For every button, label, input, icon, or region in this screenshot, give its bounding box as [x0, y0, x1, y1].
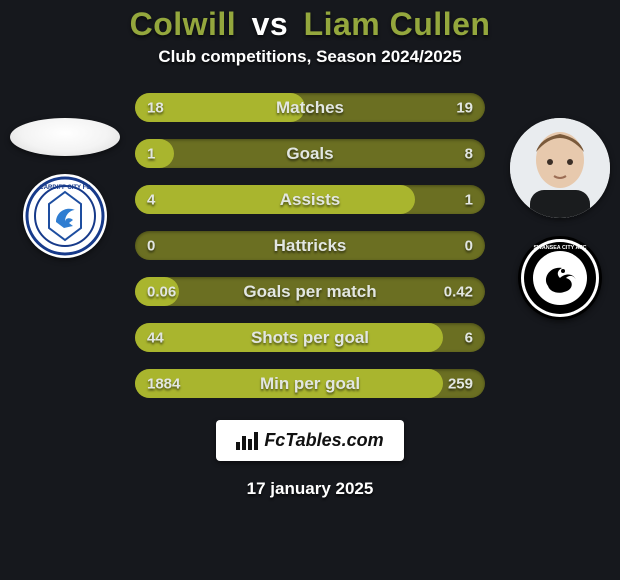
bar-chart-icon — [236, 432, 258, 450]
stat-value-left: 0.06 — [147, 283, 176, 300]
svg-text:SWANSEA CITY AFC: SWANSEA CITY AFC — [533, 245, 586, 251]
player2-avatar — [510, 118, 610, 218]
stats-column: 18 Matches 19 1 Goals 8 4 Assists 1 0 Hattricks 0 0.… — [135, 93, 485, 398]
player1-name: Colwill — [130, 6, 237, 42]
right-badges: SWANSEA CITY AFC — [510, 118, 610, 320]
stat-label: Matches — [276, 98, 344, 118]
stat-value-right: 6 — [465, 329, 473, 346]
stat-label: Min per goal — [260, 374, 360, 394]
stat-value-left: 0 — [147, 237, 155, 254]
subtitle: Club competitions, Season 2024/2025 — [158, 47, 461, 67]
stat-label: Goals — [286, 144, 333, 164]
brand-label: FcTables.com — [264, 430, 383, 451]
stat-row: 0.06 Goals per match 0.42 — [135, 277, 485, 306]
stat-value-left: 4 — [147, 191, 155, 208]
stat-label: Hattricks — [274, 236, 347, 256]
stat-label: Goals per match — [243, 282, 376, 302]
left-badges: CARDIFF CITY FC — [10, 118, 120, 258]
player2-club-crest: SWANSEA CITY AFC — [518, 236, 602, 320]
stat-value-right: 1 — [465, 191, 473, 208]
stat-value-left: 1884 — [147, 375, 180, 392]
stat-row: 0 Hattricks 0 — [135, 231, 485, 260]
date-label: 17 january 2025 — [247, 479, 374, 499]
stat-value-right: 19 — [456, 99, 473, 116]
stat-row: 44 Shots per goal 6 — [135, 323, 485, 352]
stat-value-right: 8 — [465, 145, 473, 162]
player1-club-crest: CARDIFF CITY FC — [23, 174, 107, 258]
stat-value-right: 0 — [465, 237, 473, 254]
stat-row: 1 Goals 8 — [135, 139, 485, 168]
svg-text:CARDIFF CITY FC: CARDIFF CITY FC — [39, 185, 91, 191]
stat-value-left: 44 — [147, 329, 164, 346]
stat-value-right: 259 — [448, 375, 473, 392]
stat-value-left: 1 — [147, 145, 155, 162]
vs-label: vs — [252, 6, 289, 42]
stat-value-left: 18 — [147, 99, 164, 116]
player1-avatar — [10, 118, 120, 156]
stat-fill — [135, 185, 415, 214]
comparison-title: Colwill vs Liam Cullen — [130, 6, 491, 43]
stat-label: Shots per goal — [251, 328, 369, 348]
stat-label: Assists — [280, 190, 340, 210]
player2-name: Liam Cullen — [304, 6, 491, 42]
stat-row: 1884 Min per goal 259 — [135, 369, 485, 398]
stat-row: 18 Matches 19 — [135, 93, 485, 122]
stat-value-right: 0.42 — [444, 283, 473, 300]
stat-row: 4 Assists 1 — [135, 185, 485, 214]
fctables-badge: FcTables.com — [216, 420, 403, 461]
